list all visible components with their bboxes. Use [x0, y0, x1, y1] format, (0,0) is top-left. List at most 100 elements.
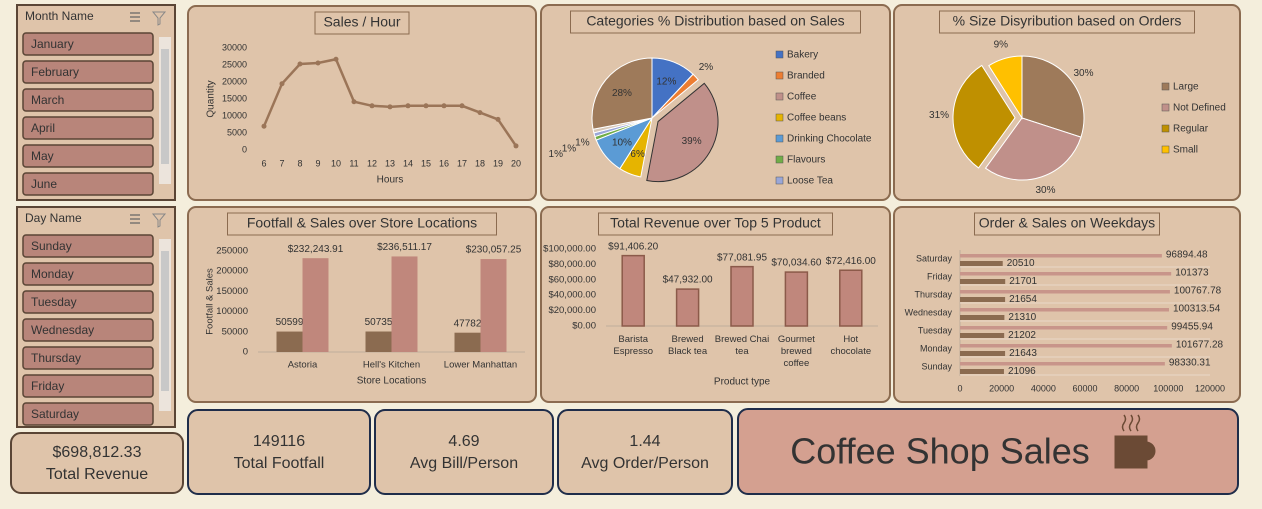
bar [454, 332, 481, 352]
data-label: 98330.31 [1169, 357, 1211, 368]
title-box [314, 11, 410, 35]
legend-label: Large [1173, 82, 1199, 93]
slicer-item[interactable] [22, 374, 154, 398]
y-tick-label: 200000 [216, 266, 248, 277]
slicer-item[interactable] [22, 88, 154, 112]
kpi-label: Total Footfall [234, 455, 325, 472]
data-label: 2% [699, 62, 714, 73]
steam-icon [1121, 414, 1141, 432]
pie-slice [651, 73, 699, 119]
x-tick-label: Hot chocolate [830, 334, 871, 357]
pie-slice [591, 57, 653, 130]
legend-swatch [775, 92, 784, 101]
x-tick-label: 17 [457, 158, 467, 168]
slicer-item[interactable] [22, 60, 154, 84]
legend-label: Regular [1173, 124, 1209, 135]
cup-icon [1114, 435, 1156, 469]
bar [960, 297, 1006, 302]
legend-swatch [775, 155, 784, 164]
data-label: 99455.94 [1171, 321, 1213, 332]
x-axis-label: Hours [377, 175, 404, 186]
bar [960, 315, 1005, 320]
y-axis-label: Quantity [206, 80, 217, 117]
kpi-label: Avg Bill/Person [410, 455, 518, 472]
x-tick-label: Gourmet brewed coffee [778, 334, 815, 369]
data-label: 101677.28 [1176, 339, 1224, 350]
y-tick-label: 0 [242, 144, 247, 154]
x-tick-label: 15 [421, 158, 431, 168]
bar [960, 279, 1006, 284]
data-label: $72,416.00 [826, 256, 876, 267]
x-tick-label: 13 [385, 158, 395, 168]
chart-title: Order & Sales on Weekdays [979, 215, 1155, 231]
slicer-item[interactable] [22, 234, 154, 258]
y-tick-label: $80,000.00 [548, 259, 596, 270]
slicer-item-label: February [31, 65, 79, 79]
bar [960, 272, 1172, 276]
slicer-item[interactable] [22, 402, 154, 426]
clear-filter-icon[interactable] [151, 11, 167, 26]
bar [480, 259, 507, 352]
y-tick-label: Monday [920, 343, 953, 353]
kpi-card [10, 432, 184, 494]
slicer-item-label: Wednesday [31, 323, 94, 337]
scroll-thumb[interactable] [161, 49, 169, 164]
clear-filter-icon[interactable] [151, 213, 167, 228]
data-label: 21202 [1008, 330, 1036, 341]
y-tick-label: 25000 [222, 59, 247, 69]
slicer-item[interactable] [22, 32, 154, 56]
legend-swatch [1161, 82, 1170, 91]
y-axis-label: Footfall & Sales [205, 268, 216, 335]
slicer-item-label: January [31, 37, 74, 51]
chart-title: Total Revenue over Top 5 Product [610, 215, 821, 231]
scroll-thumb[interactable] [161, 251, 169, 391]
banner-title: Coffee Shop Sales [790, 431, 1090, 472]
data-label: $232,243.91 [288, 244, 344, 255]
bar [960, 344, 1172, 348]
slicer-item-label: April [31, 121, 55, 135]
data-label: 30% [1035, 185, 1055, 196]
x-tick-label: Barista Espresso [613, 334, 653, 357]
y-tick-label: Thursday [914, 289, 952, 299]
bar [960, 261, 1003, 266]
legend-swatch [775, 50, 784, 59]
y-tick-label: $60,000.00 [548, 274, 596, 285]
legend-label: Flavours [787, 155, 825, 166]
multi-select-icon[interactable] [130, 12, 140, 22]
x-tick-label: 11 [349, 158, 358, 168]
data-label: 21310 [1008, 312, 1036, 323]
y-tick-label: 20000 [222, 76, 247, 86]
slicer-item[interactable] [22, 262, 154, 286]
banner [737, 408, 1239, 495]
legend-label: Coffee beans [787, 113, 846, 124]
data-label: 21701 [1009, 276, 1037, 287]
data-label: 1% [549, 149, 564, 160]
slicer-item[interactable] [22, 318, 154, 342]
kpi-label: Total Revenue [46, 466, 148, 483]
multi-select-icon[interactable] [130, 214, 140, 224]
bar [960, 362, 1165, 366]
data-label: 1% [562, 143, 577, 154]
x-axis-label: Product type [714, 377, 771, 388]
legend-label: Not Defined [1173, 103, 1226, 114]
slicer-item[interactable] [22, 144, 154, 168]
x-tick-label: 18 [475, 158, 485, 168]
slicer-item[interactable] [22, 346, 154, 370]
bar [960, 326, 1168, 330]
data-label: 50735 [365, 317, 393, 328]
pie-slice [952, 64, 1016, 169]
slicer-item-label: Sunday [31, 239, 72, 253]
slicer-item[interactable] [22, 116, 154, 140]
slicer-item[interactable] [22, 172, 154, 196]
data-label: $47,932.00 [663, 275, 713, 286]
slicer-item-label: May [31, 149, 54, 163]
data-label: 101373 [1175, 267, 1209, 278]
bar [960, 290, 1170, 294]
x-tick-label: 14 [403, 158, 413, 168]
y-tick-label: $100,000.00 [543, 244, 596, 255]
y-tick-label: 15000 [222, 93, 247, 103]
legend-swatch [1161, 145, 1170, 154]
legend-label: Coffee [787, 92, 817, 103]
slicer-item[interactable] [22, 290, 154, 314]
slicer-item-label: March [31, 93, 64, 107]
